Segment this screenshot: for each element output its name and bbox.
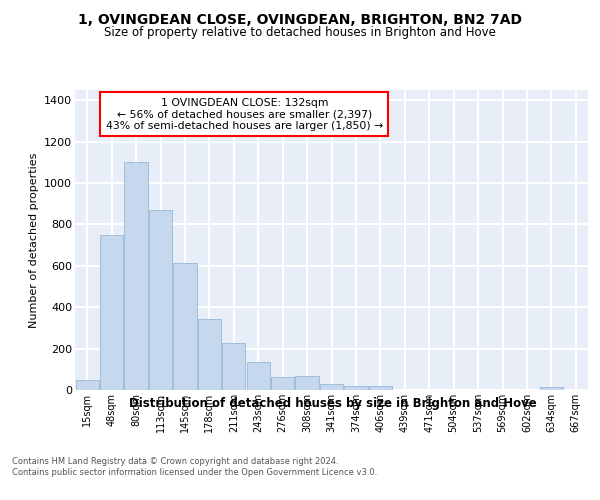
Bar — [344, 386, 368, 390]
Bar — [149, 210, 172, 390]
Text: Contains HM Land Registry data © Crown copyright and database right 2024.
Contai: Contains HM Land Registry data © Crown c… — [12, 458, 377, 477]
Bar — [540, 387, 563, 390]
Bar — [100, 235, 123, 390]
Bar — [247, 362, 270, 390]
Text: Size of property relative to detached houses in Brighton and Hove: Size of property relative to detached ho… — [104, 26, 496, 39]
Bar — [124, 162, 148, 390]
Bar — [271, 377, 294, 390]
Text: 1 OVINGDEAN CLOSE: 132sqm
← 56% of detached houses are smaller (2,397)
43% of se: 1 OVINGDEAN CLOSE: 132sqm ← 56% of detac… — [106, 98, 383, 130]
Bar — [320, 384, 343, 390]
Bar — [198, 318, 221, 390]
Bar — [173, 263, 197, 390]
Text: Distribution of detached houses by size in Brighton and Hove: Distribution of detached houses by size … — [129, 398, 537, 410]
Bar — [222, 343, 245, 390]
Text: 1, OVINGDEAN CLOSE, OVINGDEAN, BRIGHTON, BN2 7AD: 1, OVINGDEAN CLOSE, OVINGDEAN, BRIGHTON,… — [78, 12, 522, 26]
Bar — [369, 386, 392, 390]
Bar — [295, 376, 319, 390]
Bar — [76, 380, 99, 390]
Y-axis label: Number of detached properties: Number of detached properties — [29, 152, 38, 328]
